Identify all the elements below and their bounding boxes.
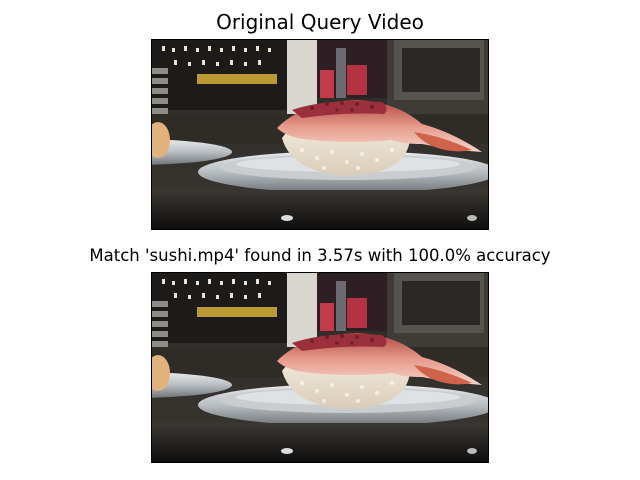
sushi-video-frame-icon [152,273,488,462]
query-video-title: Original Query Video [216,10,424,34]
query-video-frame [151,39,489,230]
sushi-video-frame-icon [152,40,488,229]
match-result-title: Match 'sushi.mp4' found in 3.57s with 10… [89,246,551,265]
matched-video-frame [151,272,489,463]
